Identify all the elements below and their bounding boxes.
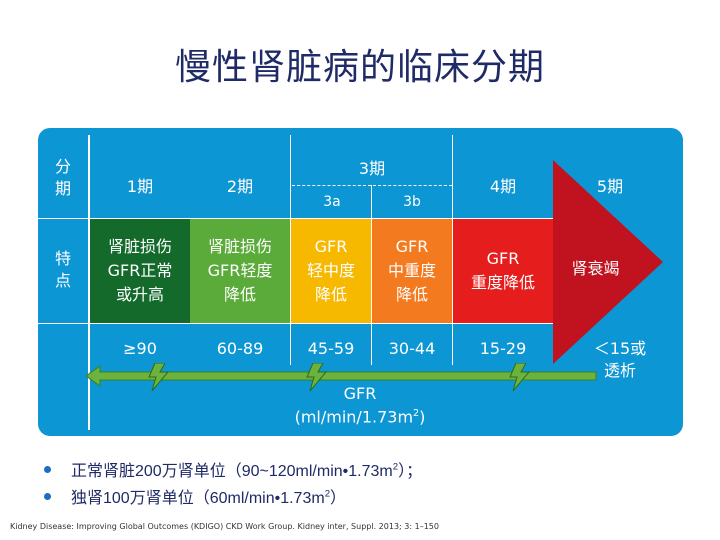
- bullet-icon: [44, 466, 51, 474]
- row-divider: [38, 218, 553, 219]
- stage-1-feature: 肾脏损伤 GFR正常 或升高: [90, 219, 190, 323]
- gfr-range-1: ≥90: [123, 339, 157, 358]
- stage-2-label: 2期: [226, 177, 254, 196]
- bullet-normal-kidney: 正常肾脏200万肾单位（90~120ml/min•1.73m2）；: [44, 457, 422, 481]
- column-divider: [452, 135, 453, 365]
- gfr-axis-label: GFR: [343, 384, 377, 403]
- stage-4-label: 4期: [489, 177, 517, 196]
- stage-4-feature: GFR 重度降低: [453, 219, 553, 323]
- gfr-axis-unit: (ml/min/1.73m2): [294, 407, 426, 427]
- bullet-single-kidney: 独肾100万肾单位（60ml/min•1.73m2）: [44, 484, 346, 508]
- row-divider: [38, 323, 553, 324]
- page-title: 慢性肾脏病的临床分期: [174, 47, 545, 88]
- citation: Kidney Disease: Improving Global Outcome…: [10, 522, 439, 531]
- stage-2-feature: 肾脏损伤 GFR轻度 降低: [190, 219, 290, 323]
- stage-1-label: 1期: [126, 177, 154, 196]
- stage-3-label: 3期: [358, 159, 386, 178]
- stage-3b-label: 3b: [403, 194, 421, 210]
- lightning-icon: [509, 363, 531, 391]
- gfr-range-2: 60-89: [216, 339, 264, 358]
- substage-divider: [292, 185, 452, 187]
- stage-5-arrow-shape: [553, 160, 663, 364]
- stage-3b-feature: GFR 中重度 降低: [372, 219, 452, 323]
- lightning-icon: [148, 363, 170, 391]
- gfr-decline-arrow: [86, 365, 597, 387]
- gfr-range-3a: 45-59: [307, 339, 355, 358]
- lightning-icon: [306, 363, 328, 391]
- stage-5-label: 5期: [596, 177, 624, 196]
- gfr-range-4: 15-29: [479, 339, 527, 358]
- bullet-icon: [44, 493, 51, 501]
- stage-3a-feature: GFR 轻中度 降低: [291, 219, 371, 323]
- gfr-range-5: ＜15或 透析: [593, 339, 647, 380]
- substage-split: [371, 185, 372, 365]
- stage-5-feature: 肾衰竭: [571, 259, 620, 278]
- row-header-stage: 分 期: [54, 157, 71, 198]
- stage-3a-label: 3a: [323, 194, 341, 210]
- row-header-feature: 特 点: [54, 249, 71, 290]
- column-divider: [290, 135, 291, 365]
- column-divider: [88, 135, 90, 430]
- gfr-range-3b: 30-44: [388, 339, 436, 358]
